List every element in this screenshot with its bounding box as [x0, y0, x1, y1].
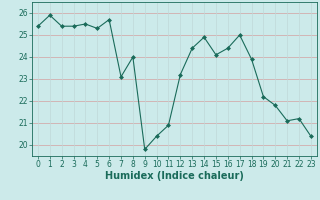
X-axis label: Humidex (Indice chaleur): Humidex (Indice chaleur): [105, 171, 244, 181]
